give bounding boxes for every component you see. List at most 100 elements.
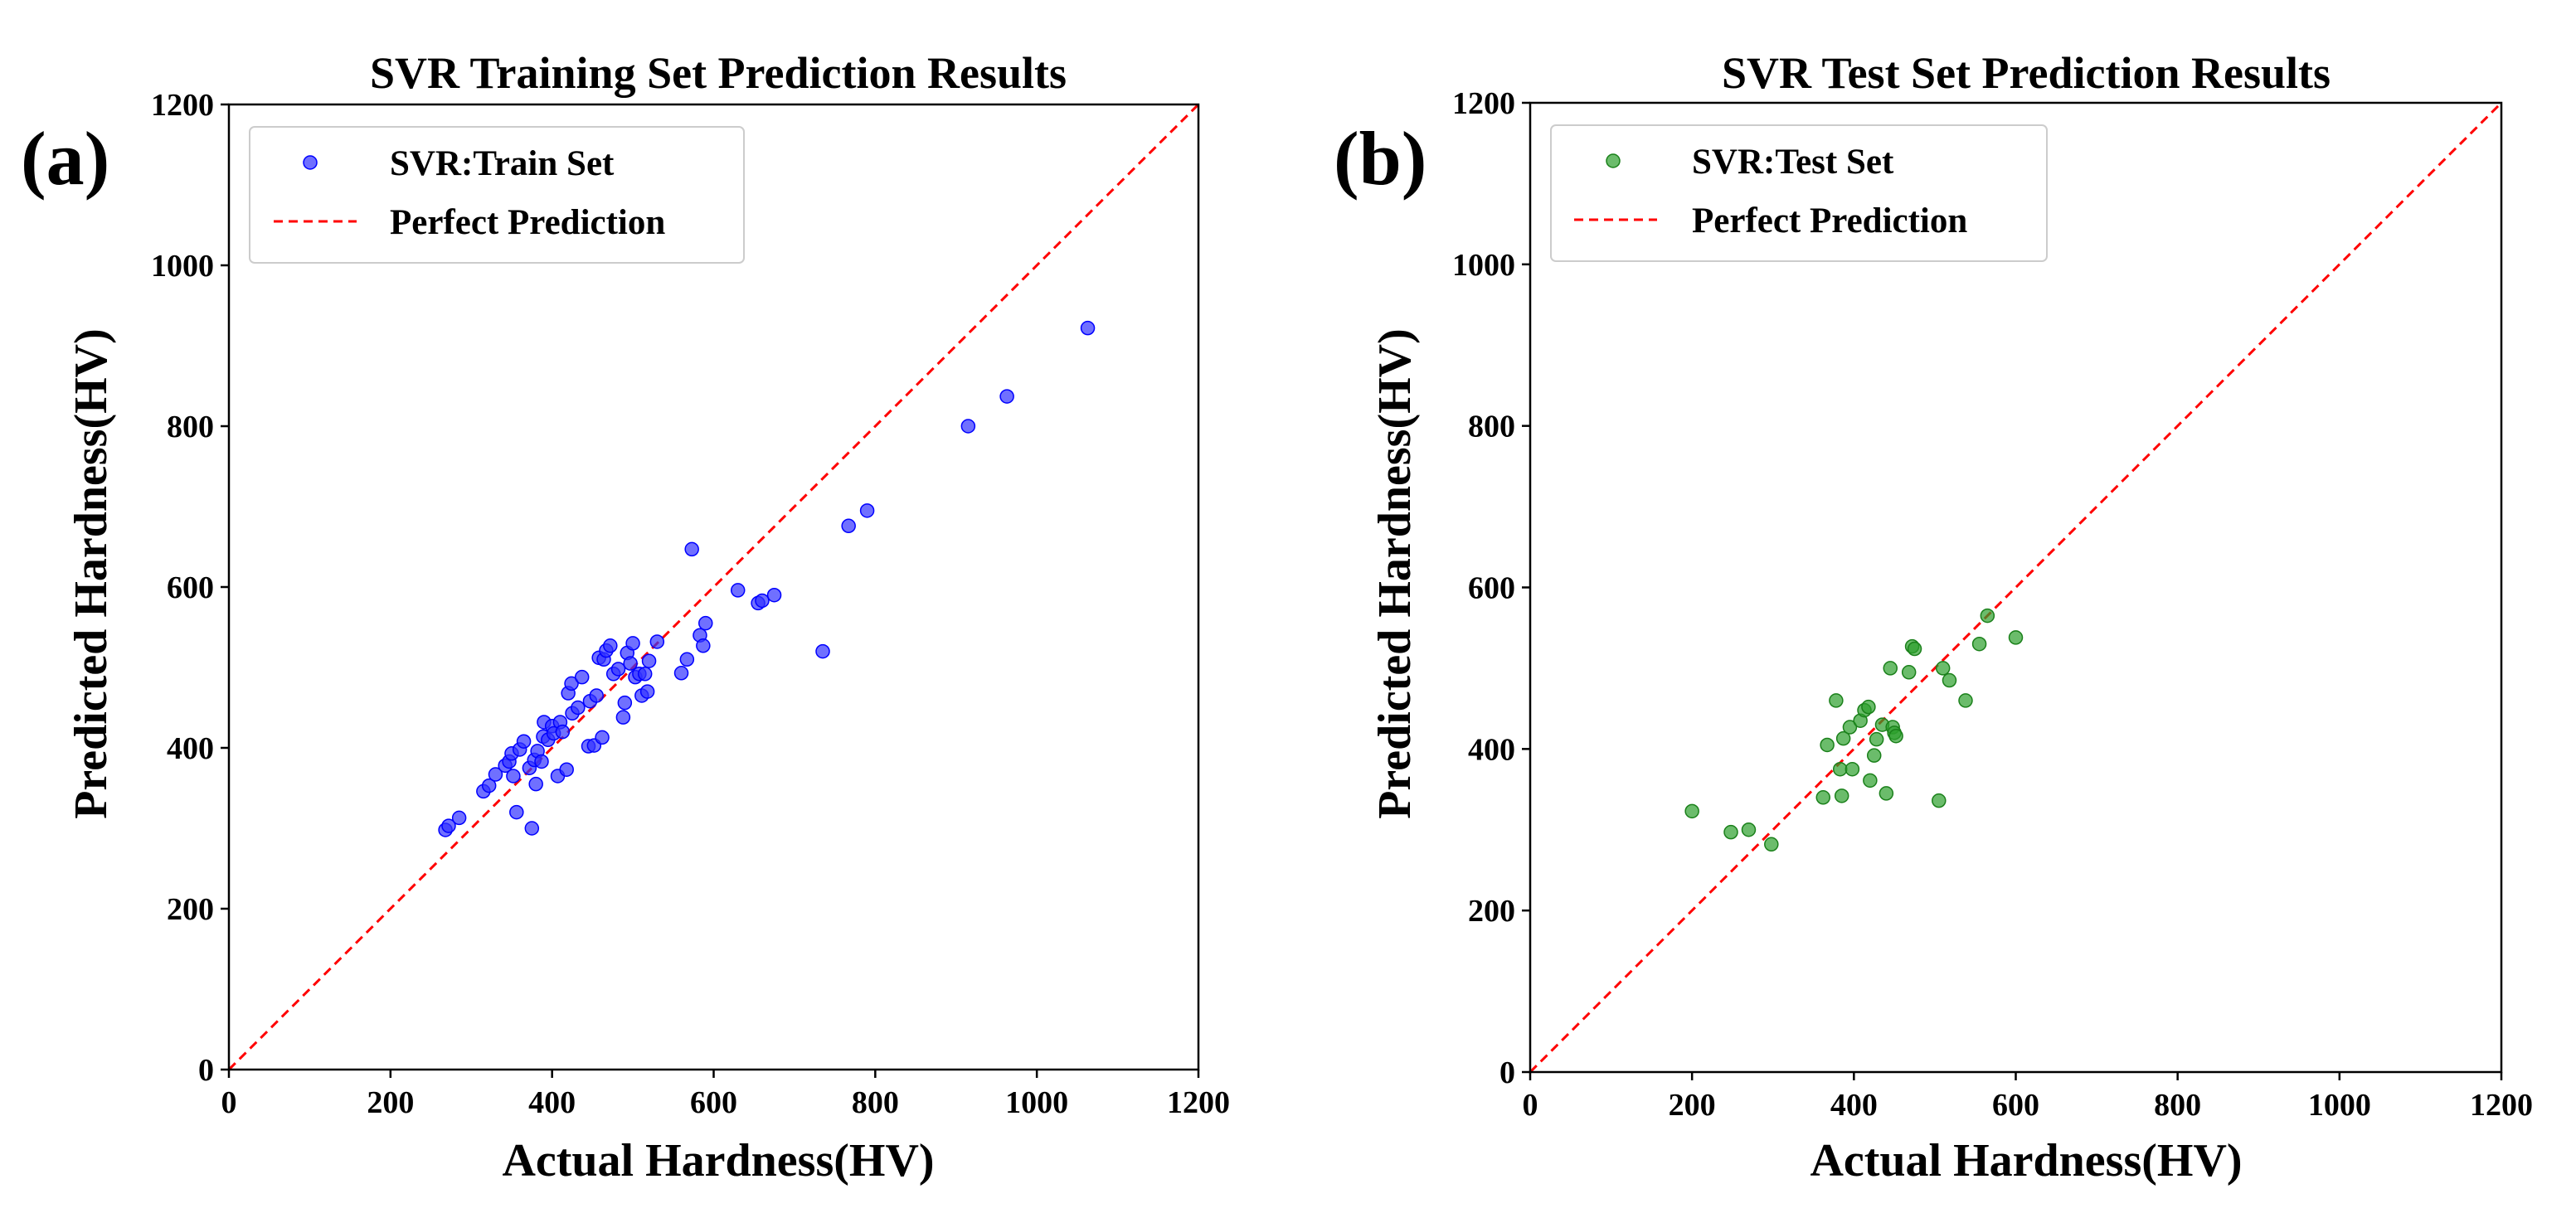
plot-area: 0 200 400 600 800 1000 1200 0 200 400 600 800 1000 12… — [151, 88, 1230, 1120]
data-point-train — [574, 669, 590, 685]
data-point-train — [441, 818, 456, 833]
data-point-train — [755, 593, 770, 609]
legend-box — [249, 126, 745, 264]
data-point-train — [617, 695, 633, 711]
x-tick-label: 800 — [852, 1085, 899, 1120]
data-point-train — [960, 419, 976, 434]
data-point-train — [641, 653, 657, 668]
data-point-train — [637, 667, 653, 682]
data-point-train — [859, 503, 875, 518]
data-point-train — [615, 710, 631, 725]
x-tick-label: 1200 — [1167, 1085, 1230, 1120]
data-point-train — [524, 821, 540, 836]
data-point-test — [1866, 748, 1882, 763]
y-tick-label: 600 — [1468, 571, 1515, 606]
data-point-test — [1829, 693, 1844, 708]
legend-label-perfect: Perfect Prediction — [390, 203, 665, 242]
x-tick-label: 0 — [221, 1085, 237, 1120]
data-point-train — [481, 778, 497, 793]
panel-label: (b) — [1334, 116, 1427, 201]
perfect-prediction-line — [227, 103, 1200, 1071]
y-tick-label: 200 — [1468, 894, 1515, 929]
data-point-test — [1901, 665, 1917, 680]
y-tick-label: 1200 — [151, 88, 214, 123]
legend-label-perfect: Perfect Prediction — [1692, 201, 1967, 240]
data-point-test — [1832, 761, 1848, 777]
data-point-train — [679, 652, 695, 667]
x-tick-label: 200 — [367, 1085, 414, 1120]
data-point-train — [603, 638, 618, 653]
panel-test: (b) SVR Test Set Prediction Results 0 200… — [1334, 48, 2533, 1186]
data-point-test — [1863, 773, 1878, 788]
data-point-test — [1888, 728, 1903, 744]
legend-label-test: SVR:Test Set — [1692, 143, 1894, 182]
data-point-train — [555, 724, 571, 740]
y-tick-label: 1200 — [1452, 86, 1515, 121]
x-tick-label: 0 — [1523, 1088, 1538, 1123]
x-tick-label: 200 — [1669, 1088, 1716, 1123]
data-point-train — [766, 587, 782, 603]
data-point-train — [488, 767, 503, 782]
y-tick-label: 400 — [167, 731, 214, 766]
data-point-test — [1723, 824, 1738, 840]
data-point-train — [589, 688, 604, 703]
data-point-train — [841, 518, 856, 534]
data-point-test — [1883, 661, 1898, 676]
data-point-train — [815, 643, 830, 659]
y-tick-label: 0 — [1499, 1055, 1515, 1090]
x-axis-label: Actual Hardness(HV) — [502, 1135, 934, 1186]
chart-title: SVR Training Set Prediction Results — [370, 48, 1067, 98]
y-tick-label: 800 — [167, 410, 214, 444]
data-point-train — [625, 636, 640, 651]
data-point-test — [1820, 737, 1835, 753]
x-axis-label: Actual Hardness(HV) — [1810, 1135, 2242, 1186]
legend-marker-train — [303, 155, 318, 170]
data-point-train — [1080, 320, 1096, 336]
data-point-train — [516, 734, 532, 749]
data-point-train — [559, 762, 574, 777]
x-tick-label: 1200 — [2470, 1088, 2533, 1123]
y-tick-label: 200 — [167, 892, 214, 927]
data-point-test — [1764, 837, 1779, 852]
data-point-train — [649, 634, 665, 649]
x-tick-label: 400 — [528, 1085, 576, 1120]
data-point-train — [999, 389, 1014, 404]
perfect-prediction-line — [1529, 101, 2503, 1074]
data-point-test — [1741, 822, 1757, 837]
data-point-test — [1935, 661, 1951, 676]
data-point-train — [571, 700, 586, 716]
y-tick-label: 600 — [167, 570, 214, 605]
data-point-test — [1842, 720, 1858, 735]
legend-marker-test — [1606, 153, 1621, 168]
data-point-test — [1958, 693, 1973, 708]
panel-train: (a) SVR Training Set Prediction Results … — [21, 48, 1230, 1186]
data-point-train — [528, 776, 543, 792]
y-tick-label: 800 — [1468, 410, 1515, 444]
data-point-test — [1869, 731, 1884, 747]
panel-label: (a) — [21, 116, 109, 201]
data-point-test — [1684, 803, 1699, 819]
x-tick-label: 600 — [690, 1085, 737, 1120]
x-tick-label: 400 — [1830, 1088, 1878, 1123]
chart-title: SVR Test Set Prediction Results — [1722, 48, 2331, 98]
legend: SVR:Train Set Perfect Prediction — [249, 126, 745, 264]
data-point-train — [610, 662, 626, 677]
data-point-test — [2008, 630, 2024, 645]
data-point-train — [639, 684, 655, 699]
data-point-train — [451, 810, 467, 826]
plot-area: 0 200 400 600 800 1000 1200 0 200 400 600 800 1000 12… — [1452, 86, 2533, 1123]
legend-box — [1550, 124, 2048, 262]
y-tick-label: 1000 — [151, 249, 214, 284]
data-point-test — [1835, 730, 1851, 746]
x-tick-label: 1000 — [1005, 1085, 1068, 1120]
data-point-train — [623, 656, 638, 671]
data-point-train — [698, 615, 713, 631]
data-point-test — [1971, 636, 1987, 652]
data-point-test — [1845, 761, 1860, 777]
data-point-test — [1980, 608, 1995, 623]
data-point-train — [696, 638, 711, 653]
data-point-train — [534, 754, 549, 769]
y-axis-label: Predicted Hardness(HV) — [66, 328, 117, 819]
data-point-train — [730, 583, 746, 598]
legend-label-train: SVR:Train Set — [390, 144, 615, 183]
